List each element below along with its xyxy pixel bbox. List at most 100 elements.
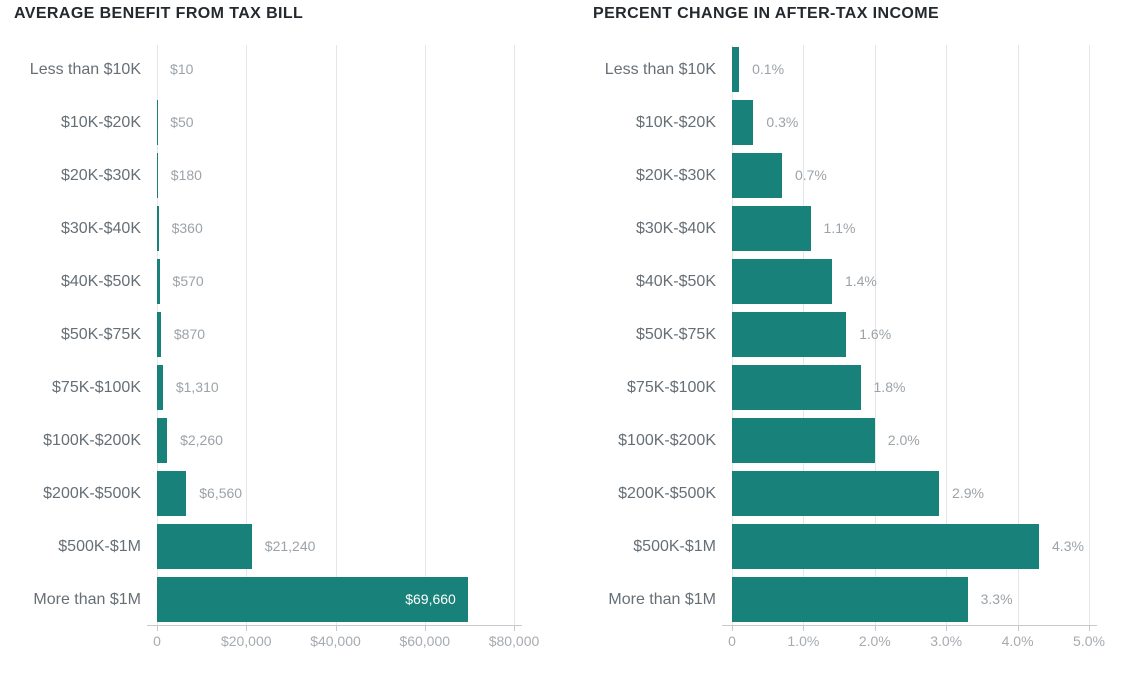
- chart-title-percent-change: PERCENT CHANGE IN AFTER-TAX INCOME: [593, 5, 940, 22]
- x-axis-tick: [732, 625, 733, 631]
- x-axis-tick-label: $60,000: [399, 633, 451, 649]
- bar: [157, 153, 158, 198]
- x-axis-tick-label: 0: [728, 633, 736, 649]
- category-label: $50K-$75K: [60, 326, 141, 343]
- gridline: [246, 45, 248, 625]
- x-axis-tick-label: $20,000: [220, 633, 272, 649]
- chart-title-average-benefit: AVERAGE BENEFIT FROM TAX BILL: [14, 5, 304, 22]
- x-axis-tick-label: 4.0%: [1001, 633, 1034, 649]
- bar-value-label: 2.9%: [952, 485, 984, 501]
- x-axis-tick: [874, 625, 876, 631]
- bar-value-label: $10: [170, 61, 194, 77]
- x-axis-tick-label: 5.0%: [1073, 633, 1105, 649]
- x-axis-tick: [1017, 625, 1019, 631]
- category-label: $100K-$200K: [618, 432, 716, 449]
- bar: [157, 418, 168, 463]
- gridline: [335, 45, 337, 625]
- category-label: $20K-$30K: [635, 167, 716, 184]
- category-label: $75K-$100K: [627, 379, 716, 396]
- bar-value-label: $50: [170, 114, 194, 130]
- bar-value-label: 4.3%: [1052, 538, 1084, 554]
- category-label: More than $1M: [608, 591, 716, 608]
- category-label: $30K-$40K: [60, 220, 141, 237]
- bar-value-label: 2.0%: [887, 432, 920, 448]
- x-axis-tick-label: 0: [153, 633, 161, 649]
- bar-value-label: $6,560: [199, 485, 243, 501]
- chart-average-benefit: AVERAGE BENEFIT FROM TAX BILL Less than …: [14, 5, 540, 649]
- category-label: $40K-$50K: [60, 273, 141, 290]
- gridline: [514, 45, 515, 625]
- bar: [157, 206, 159, 251]
- x-axis-tick-label: 3.0%: [930, 633, 963, 649]
- bar: [732, 524, 1040, 569]
- category-label: Less than $10K: [604, 61, 716, 78]
- bar-value-label: 1.4%: [844, 273, 877, 289]
- bar: [157, 471, 187, 516]
- category-label: $30K-$40K: [635, 220, 716, 237]
- category-label: $10K-$20K: [635, 114, 716, 131]
- bar: [157, 524, 252, 569]
- category-label: $20K-$30K: [60, 167, 141, 184]
- bar: [732, 365, 861, 410]
- bar: [732, 153, 782, 198]
- x-axis-tick: [157, 625, 158, 631]
- bar: [732, 312, 847, 357]
- category-label: $40K-$50K: [635, 273, 716, 290]
- bar: [157, 259, 160, 304]
- x-axis-tick: [246, 625, 248, 631]
- x-axis-tick: [946, 625, 948, 631]
- x-axis-tick-label: 2.0%: [858, 633, 891, 649]
- bar-value-label: 1.6%: [859, 326, 892, 342]
- category-label: $200K-$500K: [43, 485, 141, 502]
- category-label: $100K-$200K: [43, 432, 141, 449]
- bar: [732, 100, 754, 145]
- bar: [157, 577, 468, 622]
- category-label: More than $1M: [33, 591, 141, 608]
- bar-value-label: 1.1%: [823, 220, 856, 236]
- category-label: Less than $10K: [29, 61, 141, 78]
- gridline: [946, 45, 948, 625]
- bar-value-label: $870: [173, 326, 206, 342]
- bar-value-label: $21,240: [264, 538, 316, 554]
- bar: [157, 312, 161, 357]
- category-label: $10K-$20K: [60, 114, 141, 131]
- bar-value-label: 1.8%: [873, 379, 906, 395]
- x-axis-line: [722, 625, 1097, 626]
- bar: [732, 471, 940, 516]
- gridline: [1089, 45, 1090, 625]
- chart-percent-change: PERCENT CHANGE IN AFTER-TAX INCOME Less …: [575, 0, 1129, 681]
- bar-value-label: $69,660: [405, 591, 456, 607]
- bar-value-label: $2,260: [180, 432, 223, 448]
- category-label: $50K-$75K: [635, 326, 716, 343]
- bar: [732, 47, 740, 92]
- bar-value-label: $360: [171, 220, 203, 236]
- x-axis-tick: [335, 625, 337, 631]
- bar-value-label: 0.1%: [752, 61, 785, 77]
- category-label: $500K-$1M: [633, 538, 716, 555]
- bar-value-label: $180: [170, 167, 202, 183]
- x-axis-tick-label: 1.0%: [787, 633, 820, 649]
- bar-value-label: 0.7%: [794, 167, 827, 183]
- bar: [732, 206, 811, 251]
- bar: [732, 259, 832, 304]
- bar-value-label: 0.3%: [766, 114, 799, 130]
- x-axis-tick-label: $80,000: [488, 633, 540, 649]
- bar: [157, 365, 163, 410]
- x-axis-tick: [803, 625, 805, 631]
- category-label: $500K-$1M: [58, 538, 141, 555]
- x-axis-tick: [1089, 625, 1090, 631]
- category-label: $75K-$100K: [52, 379, 141, 396]
- gridline: [874, 45, 876, 625]
- bar-value-label: $570: [172, 273, 204, 289]
- bar: [732, 577, 968, 622]
- x-axis-tick: [514, 625, 515, 631]
- bar-value-label: 3.3%: [980, 591, 1013, 607]
- x-axis-tick: [424, 625, 426, 631]
- bar-value-label: $1,310: [175, 379, 219, 395]
- category-label: $200K-$500K: [618, 485, 716, 502]
- gridline: [424, 45, 426, 625]
- x-axis-tick-label: $40,000: [310, 633, 361, 649]
- gridline: [1017, 45, 1019, 625]
- bar: [732, 418, 875, 463]
